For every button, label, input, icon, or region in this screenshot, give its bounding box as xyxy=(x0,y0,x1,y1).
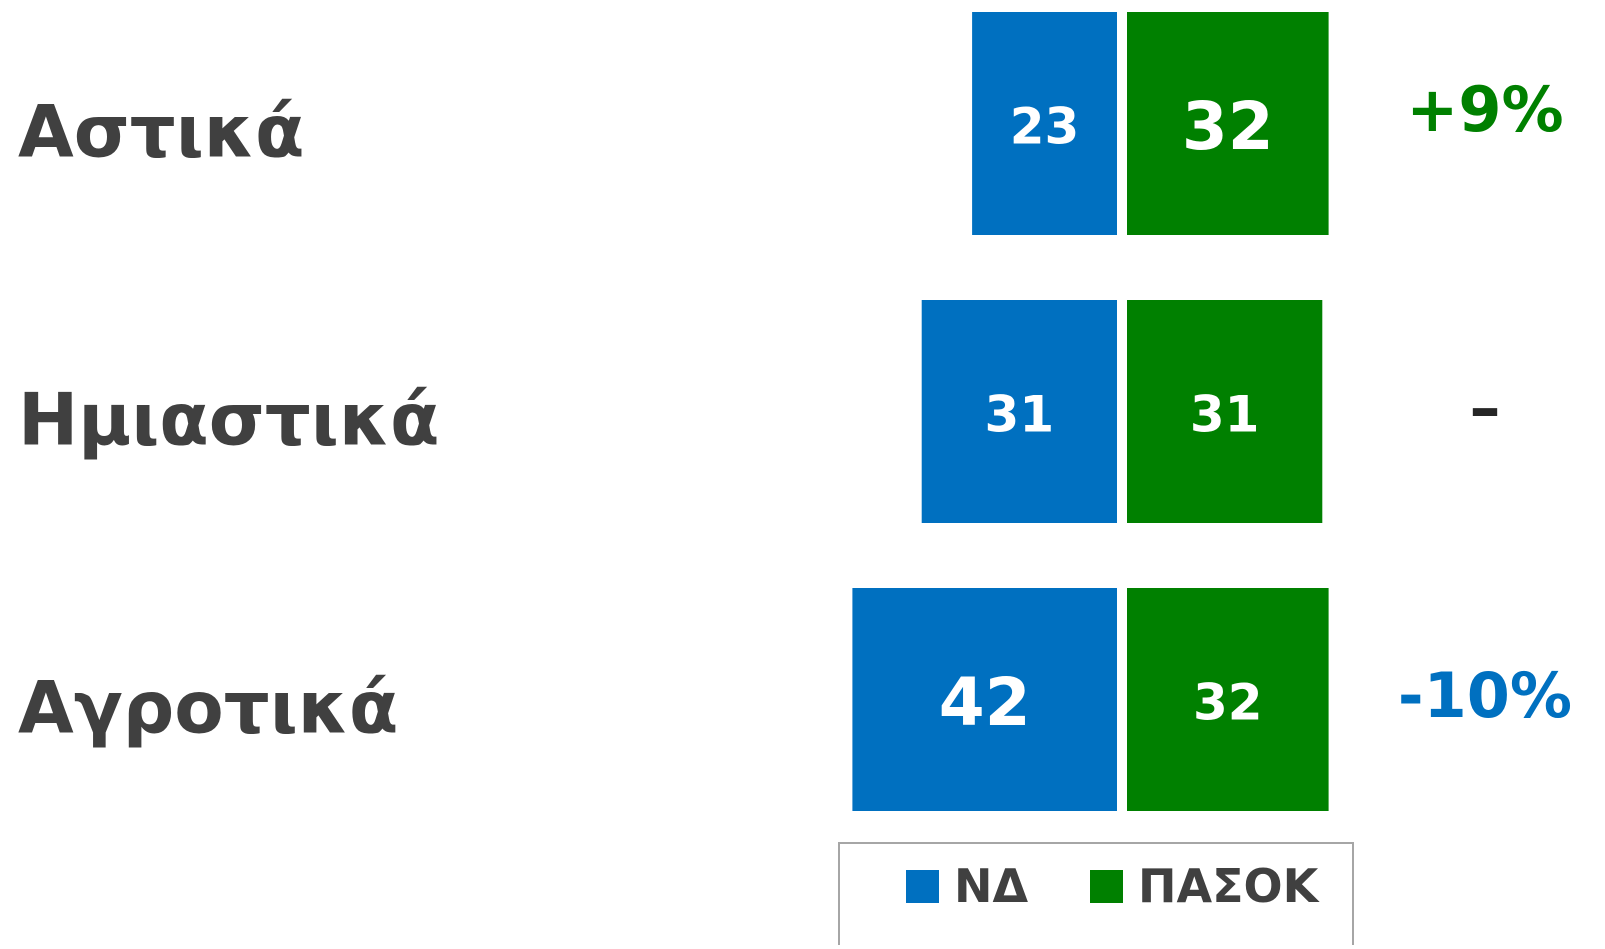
bar xyxy=(921,300,1117,523)
category-label: Ημιαστικά xyxy=(18,378,439,462)
legend-swatch xyxy=(906,870,939,903)
category-label: Αστικά xyxy=(18,90,304,174)
legend-label: ΝΔ xyxy=(954,859,1028,913)
category-label: Αγροτικά xyxy=(18,666,398,750)
bar xyxy=(1127,588,1329,811)
data-label: 31 xyxy=(1190,386,1260,444)
bar xyxy=(852,588,1117,811)
bar xyxy=(1127,12,1329,235)
data-label: 32 xyxy=(1193,674,1263,732)
bar xyxy=(1127,300,1323,523)
annotation: – xyxy=(1470,371,1501,444)
legend-swatch xyxy=(1090,870,1123,903)
legend-label: ΠΑΣΟΚ xyxy=(1138,859,1321,913)
data-label: 42 xyxy=(939,664,1031,741)
annotation: -10% xyxy=(1398,659,1572,732)
data-label: 23 xyxy=(1010,98,1080,156)
annotation: +9% xyxy=(1406,73,1563,146)
data-label: 31 xyxy=(985,386,1055,444)
data-label: 32 xyxy=(1182,88,1274,165)
legend: ΝΔ ΠΑΣΟΚ xyxy=(838,842,1354,949)
bar xyxy=(972,12,1117,235)
